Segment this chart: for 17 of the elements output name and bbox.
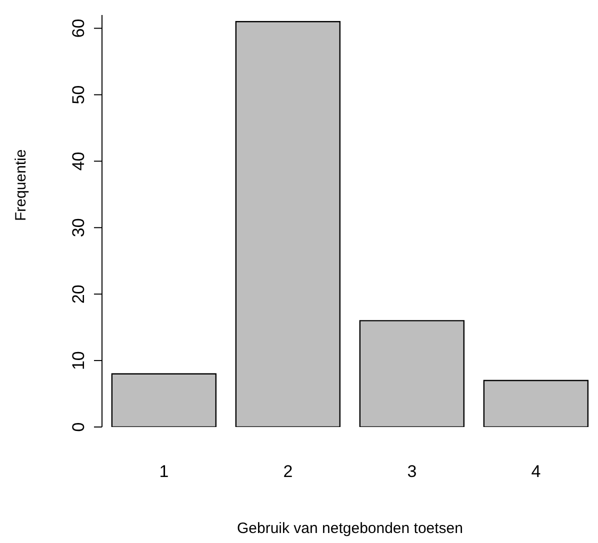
y-tick-label: 30 xyxy=(69,218,88,238)
y-tick-label: 50 xyxy=(69,85,88,104)
y-tick-label: 0 xyxy=(69,422,88,432)
x-tick-label: 4 xyxy=(531,462,541,482)
bar xyxy=(359,320,465,427)
x-tick-label: 3 xyxy=(407,462,417,482)
x-tick-label: 2 xyxy=(283,462,293,482)
x-axis-title: Gebruik van netgebonden toetsen xyxy=(236,520,464,537)
bar xyxy=(111,373,217,427)
y-tick-label: 40 xyxy=(69,152,88,171)
y-axis-title: Frequentie xyxy=(12,149,30,221)
y-tick-label: 20 xyxy=(69,284,88,304)
y-tick-label: 10 xyxy=(69,351,88,370)
y-tick-label: 60 xyxy=(69,18,88,38)
bar xyxy=(235,21,341,427)
x-tick-label: 1 xyxy=(159,462,169,482)
bar xyxy=(483,380,589,427)
